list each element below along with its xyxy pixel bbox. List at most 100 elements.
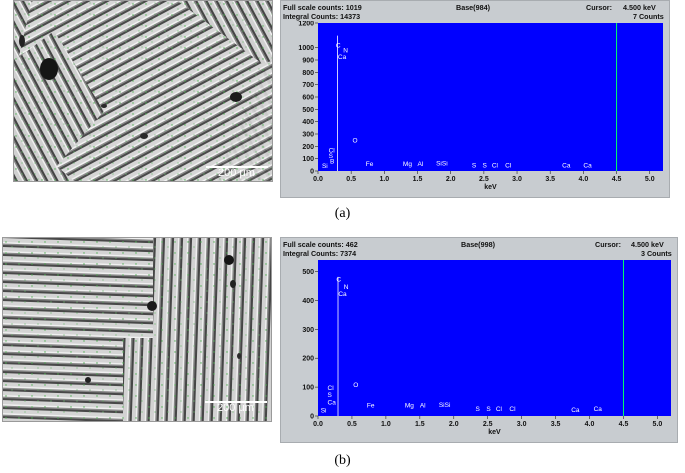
element-label: Ca — [562, 163, 571, 170]
y-tick-label: 600 — [302, 95, 314, 102]
y-tick-label: 300 — [302, 327, 314, 334]
element-label: Si — [321, 408, 327, 415]
scale-bar-a — [206, 166, 268, 168]
plot-area-b — [318, 260, 671, 416]
cursor-label-a: Cursor: — [586, 3, 612, 12]
y-tick-label: 200 — [302, 356, 314, 363]
element-label: Ca — [594, 406, 603, 413]
x-tick-label: 1.5 — [413, 176, 423, 183]
x-tick-label: 5.0 — [645, 176, 655, 183]
element-label: C — [336, 43, 341, 50]
y-tick-label: 900 — [302, 58, 314, 65]
x-tick-label: 3.0 — [517, 421, 527, 428]
base-label-b: Base(998) — [461, 240, 495, 249]
element-label: Mg — [405, 402, 414, 409]
x-axis-label: keV — [484, 184, 497, 191]
eds-panel-a: Full scale counts: 1019 Integral Counts:… — [280, 0, 670, 198]
element-label: Cl — [328, 385, 335, 392]
base-label-a: Base(984) — [456, 3, 490, 12]
y-tick-label: 1000 — [298, 45, 314, 52]
cursor-counts-a: 7 Counts — [633, 12, 664, 21]
eds-panel-b: Full scale counts: 462 Integral Counts: … — [280, 237, 678, 443]
element-label: O — [353, 382, 358, 389]
integral-counts-b: Integral Counts: 7374 — [283, 249, 357, 258]
element-label: Si — [322, 163, 328, 170]
element-label: SiSi — [439, 402, 451, 409]
scale-label-a: 200 μm — [218, 167, 255, 179]
x-tick-label: 2.5 — [479, 176, 489, 183]
x-axis-a: 0.0 0.5 1.0 1.5 2.0 2.5 3.0 3.5 4.0 4.5 5.0 keV — [313, 171, 655, 191]
element-label: SiSi — [436, 160, 448, 167]
x-tick-label: 4.5 — [619, 421, 629, 428]
y-tick-label: 100 — [302, 156, 314, 163]
caption-b: (b) — [334, 453, 351, 468]
x-tick-label: 3.0 — [512, 176, 522, 183]
full-scale-counts-b: Full scale counts: 462 — [283, 240, 358, 249]
element-label: Fe — [367, 402, 375, 409]
y-tick-label: 400 — [302, 119, 314, 126]
element-label: S — [475, 406, 480, 413]
element-label: Cl — [505, 163, 512, 170]
x-tick-label: 1.0 — [379, 176, 389, 183]
element-label: Cl — [496, 406, 503, 413]
y-tick-label: 300 — [302, 132, 314, 139]
y-axis-a: 0 100 200 300 400 500 600 700 800 900 1000 1200 — [298, 21, 318, 176]
y-tick-label: 700 — [302, 82, 314, 89]
element-label: Al — [420, 402, 426, 409]
x-axis-label: keV — [488, 429, 501, 436]
element-label: Cl — [492, 163, 499, 170]
element-label: Mg — [403, 161, 412, 168]
x-tick-label: 1.5 — [415, 421, 425, 428]
sem-micrograph-b: 200 μm — [2, 237, 272, 422]
element-label: N — [344, 284, 349, 291]
y-tick-label: 400 — [302, 298, 314, 305]
element-label: Ca — [328, 399, 337, 406]
cursor-label-b: Cursor: — [595, 240, 621, 249]
x-tick-label: 2.5 — [483, 421, 493, 428]
cursor-value-b: 4.500 keV — [631, 240, 664, 249]
element-label: O — [353, 138, 358, 145]
y-axis-b: 0 100 200 300 400 500 — [302, 269, 318, 421]
element-label: S — [329, 153, 334, 160]
x-axis-b: 0.0 0.5 1.0 1.5 2.0 2.5 3.0 3.5 4.0 4.5 5.0 keV — [313, 416, 662, 436]
x-tick-label: 2.0 — [446, 176, 456, 183]
integral-counts-a: Integral Counts: 14373 — [283, 12, 361, 21]
x-tick-label: 3.5 — [551, 421, 561, 428]
scale-bar-b — [205, 401, 267, 403]
cursor-counts-b: 3 Counts — [641, 249, 672, 258]
cursor-value-a: 4.500 keV — [623, 3, 656, 12]
element-label: C — [336, 277, 341, 284]
x-tick-label: 2.0 — [449, 421, 459, 428]
x-tick-label: 0.0 — [313, 421, 323, 428]
element-label: B — [330, 159, 334, 166]
x-tick-label: 0.5 — [346, 176, 356, 183]
element-label: Cl — [509, 406, 516, 413]
y-tick-label: 0 — [310, 414, 314, 421]
micrograph-texture-b — [3, 238, 271, 421]
micrograph-texture-a — [14, 1, 272, 181]
element-label: S — [328, 392, 333, 399]
scale-label-b: 200 μm — [217, 402, 254, 414]
element-label: Cl — [329, 148, 336, 155]
y-tick-label: 500 — [302, 107, 314, 114]
element-label: Ca — [338, 291, 347, 298]
x-tick-label: 1.0 — [381, 421, 391, 428]
spectrum-series-b — [337, 276, 339, 416]
x-tick-label: 4.5 — [612, 176, 622, 183]
element-label: Ca — [338, 54, 347, 61]
element-label: S — [483, 163, 488, 170]
y-tick-label: 200 — [302, 144, 314, 151]
element-label: N — [343, 48, 348, 55]
eds-spectrum-chart-b: 0 100 200 300 400 500 0.0 0.5 1.0 1.5 2.0 2.5 3.0 3.5… — [302, 260, 671, 436]
element-label: Ca — [571, 407, 580, 414]
element-label: Al — [418, 161, 424, 168]
y-tick-label: 800 — [302, 70, 314, 77]
x-tick-label: 4.0 — [585, 421, 595, 428]
sem-micrograph-a: 200 μm — [13, 0, 273, 182]
y-tick-label: 500 — [302, 269, 314, 276]
x-tick-label: 3.5 — [545, 176, 555, 183]
plot-area-a — [318, 23, 663, 171]
